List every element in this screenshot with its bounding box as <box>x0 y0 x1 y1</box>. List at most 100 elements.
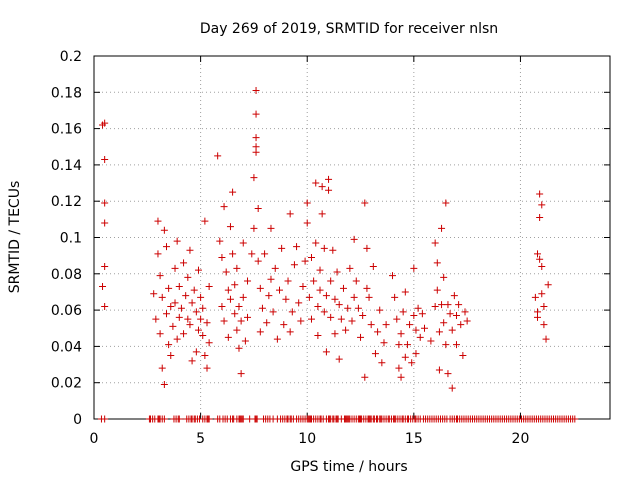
data-point <box>175 415 183 423</box>
data-point <box>534 250 542 258</box>
data-point <box>256 328 264 336</box>
data-point <box>320 308 328 316</box>
data-point <box>412 326 420 334</box>
data-point <box>427 337 435 345</box>
data-point <box>250 174 258 182</box>
data-point <box>261 250 269 258</box>
data-point <box>348 317 356 325</box>
data-point <box>440 319 448 327</box>
data-point <box>403 341 411 349</box>
data-point <box>203 319 211 327</box>
data-point <box>312 239 320 247</box>
data-point <box>401 288 409 296</box>
data-point <box>450 292 458 300</box>
data-point <box>399 308 407 316</box>
y-tick-label: 0.1 <box>60 231 82 247</box>
data-point <box>218 302 226 310</box>
data-point <box>318 183 326 191</box>
data-point <box>316 266 324 274</box>
data-point <box>173 237 181 245</box>
data-point <box>371 350 379 358</box>
data-point <box>267 275 275 283</box>
data-point <box>205 283 213 291</box>
data-point <box>160 226 168 234</box>
grid-lines <box>94 56 610 419</box>
data-point <box>199 304 207 312</box>
data-point <box>192 308 200 316</box>
data-point <box>237 317 245 325</box>
x-axis-label: GPS time / hours <box>290 459 407 475</box>
data-point <box>194 266 202 274</box>
data-point <box>186 246 194 254</box>
data-point <box>395 341 403 349</box>
x-tick-label: 5 <box>196 431 205 447</box>
data-point <box>101 199 109 207</box>
data-point <box>342 326 350 334</box>
data-point <box>314 302 322 310</box>
data-point <box>180 259 188 267</box>
data-point <box>175 283 183 291</box>
data-point <box>231 310 239 318</box>
y-tick-label: 0.16 <box>51 122 82 138</box>
data-point <box>444 301 452 309</box>
data-point <box>365 293 373 301</box>
data-point <box>339 284 347 292</box>
data-point <box>378 359 386 367</box>
y-tick-label: 0.02 <box>51 376 82 392</box>
data-point <box>252 148 260 156</box>
data-point <box>265 292 273 300</box>
data-point <box>531 293 539 301</box>
data-point <box>363 244 371 252</box>
data-point <box>397 373 405 381</box>
data-point <box>222 268 230 276</box>
x-tick-label: 20 <box>512 431 530 447</box>
y-tick-label: 0 <box>73 412 82 428</box>
y-tick-label: 0.06 <box>51 303 82 319</box>
data-point <box>376 306 384 314</box>
data-point <box>182 292 190 300</box>
data-point <box>361 373 369 381</box>
data-point <box>314 332 322 340</box>
data-point <box>431 239 439 247</box>
data-point <box>160 381 168 389</box>
data-point <box>280 321 288 329</box>
data-point <box>162 310 170 318</box>
data-point <box>188 299 196 307</box>
data-point <box>307 253 315 261</box>
data-point <box>416 333 424 341</box>
chart-title: Day 269 of 2019, SRMTID for receiver nls… <box>200 21 498 37</box>
data-point <box>235 302 243 310</box>
data-point <box>337 315 345 323</box>
data-point <box>177 304 185 312</box>
data-point <box>158 293 166 301</box>
data-point <box>446 310 454 318</box>
data-point <box>536 190 544 198</box>
data-point <box>542 335 550 343</box>
data-point <box>165 284 173 292</box>
x-tick-label: 15 <box>405 431 423 447</box>
data-point <box>252 134 260 142</box>
x-tick-labels: 0 5 10 15 20 <box>90 431 530 447</box>
data-point <box>171 264 179 272</box>
data-point <box>369 263 377 271</box>
data-point <box>226 223 234 231</box>
data-point <box>310 277 318 285</box>
data-point <box>408 359 416 367</box>
data-point <box>325 186 333 194</box>
data-point <box>442 341 450 349</box>
data-point <box>167 302 175 310</box>
data-point <box>331 295 339 303</box>
data-point <box>325 175 333 183</box>
data-point <box>173 335 181 343</box>
data-point <box>184 315 192 323</box>
data-point <box>393 315 401 323</box>
data-point <box>229 188 237 196</box>
data-point <box>284 277 292 285</box>
data-point <box>203 364 211 372</box>
data-point <box>101 155 109 163</box>
data-point <box>220 203 228 211</box>
y-tick-label: 0.2 <box>60 49 82 65</box>
data-point <box>101 415 109 423</box>
data-point <box>367 321 375 329</box>
